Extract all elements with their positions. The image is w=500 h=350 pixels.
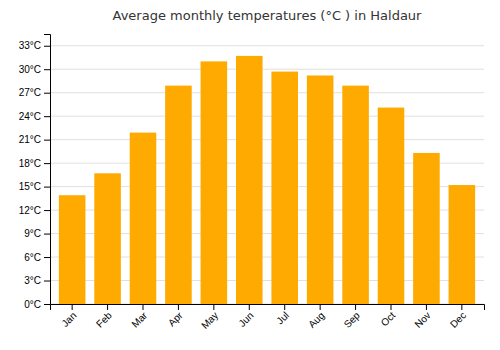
grid-line xyxy=(50,45,484,46)
tick: Mar xyxy=(129,304,149,330)
tick-label: 9°C xyxy=(24,228,41,239)
tick-label: Jul xyxy=(274,310,291,327)
tick-mark xyxy=(426,304,427,310)
tick-mark xyxy=(461,304,462,310)
axis-line xyxy=(44,35,51,305)
tick-mark xyxy=(44,140,50,141)
tick-mark xyxy=(284,304,285,310)
tick-label: 6°C xyxy=(24,252,41,263)
tick: 18°C xyxy=(19,158,50,169)
tick: 0°C xyxy=(24,299,50,310)
tick-label: Sep xyxy=(342,309,363,330)
bar xyxy=(59,195,86,304)
bar xyxy=(271,72,298,304)
grid-line xyxy=(50,92,484,93)
tick: Dec xyxy=(448,304,468,330)
grid-line xyxy=(50,116,484,117)
tick: 33°C xyxy=(19,40,50,51)
bar xyxy=(236,56,263,304)
bar xyxy=(449,185,476,304)
tick-label: Feb xyxy=(94,309,114,329)
bar xyxy=(94,173,121,304)
grid-line xyxy=(50,139,484,140)
tick-mark xyxy=(44,93,50,94)
tick-mark xyxy=(44,281,50,282)
tick-mark xyxy=(44,187,50,188)
tick-mark xyxy=(44,46,50,47)
tick-mark xyxy=(44,69,50,70)
tick: Jul xyxy=(274,304,291,326)
tick-mark xyxy=(44,257,50,258)
tick-label: 33°C xyxy=(19,40,41,51)
bar xyxy=(378,108,405,304)
tick-mark xyxy=(355,304,356,310)
tick-mark xyxy=(391,304,392,310)
grid xyxy=(50,46,484,304)
x-axis: Jan Feb Mar Apr May Jun Jul Aug Sep Oct Nov Dec xyxy=(51,304,485,331)
bar xyxy=(201,61,228,304)
tick-label: 24°C xyxy=(19,111,41,122)
tick-label: 30°C xyxy=(19,64,41,75)
tick-label: Aug xyxy=(306,310,326,330)
tick-mark xyxy=(44,210,50,211)
tick: 9°C xyxy=(24,228,50,239)
tick: Aug xyxy=(306,304,326,330)
title: Average monthly temperatures (°C ) in Ha… xyxy=(113,8,423,23)
tick-mark xyxy=(44,116,50,117)
tick: 27°C xyxy=(19,87,50,98)
bar xyxy=(130,133,157,304)
tick: 3°C xyxy=(24,275,50,286)
tick-label: Jun xyxy=(236,310,255,329)
tick-mark xyxy=(178,304,179,310)
tick-label: Apr xyxy=(166,309,185,328)
tick-label: 27°C xyxy=(19,87,41,98)
tick-mark xyxy=(213,304,214,310)
tick-label: Nov xyxy=(412,310,432,330)
tick-label: Jan xyxy=(59,310,78,329)
tick-label: 21°C xyxy=(19,134,41,145)
tick-mark xyxy=(44,234,50,235)
y-axis: 0°C 3°C 6°C 9°C 12°C 15°C 18°C 21°C 24°C 27°C 30°C… xyxy=(19,35,51,310)
tick-label: Oct xyxy=(379,310,398,329)
bar xyxy=(413,153,440,304)
tick: Sep xyxy=(342,304,363,330)
tick: May xyxy=(199,304,220,331)
tick: 12°C xyxy=(19,205,50,216)
tick-mark xyxy=(249,304,250,310)
tick-mark xyxy=(72,304,73,310)
tick-label: Mar xyxy=(129,309,149,329)
tick-mark xyxy=(320,304,321,310)
tick-label: 3°C xyxy=(24,275,41,286)
tick-label: 12°C xyxy=(19,205,41,216)
tick: Apr xyxy=(166,304,185,328)
tick-mark xyxy=(44,163,50,164)
tick: Jan xyxy=(59,304,78,329)
tick: 6°C xyxy=(24,252,50,263)
bar xyxy=(342,86,369,304)
tick: Feb xyxy=(94,304,114,330)
tick: Jun xyxy=(236,304,255,329)
tick: 15°C xyxy=(19,181,50,192)
tick-label: May xyxy=(199,310,220,331)
tick-label: 15°C xyxy=(19,181,41,192)
tick-mark xyxy=(44,304,50,305)
chart: 0°C 3°C 6°C 9°C 12°C 15°C 18°C 21°C 24°C 27°C 30°C… xyxy=(0,0,500,350)
tick: Nov xyxy=(412,304,432,330)
bar xyxy=(165,86,192,304)
tick: 30°C xyxy=(19,64,50,75)
tick-label: Dec xyxy=(448,310,468,330)
tick: 21°C xyxy=(19,134,50,145)
tick-label: 18°C xyxy=(19,158,41,169)
tick-mark xyxy=(107,304,108,310)
tick-label: 0°C xyxy=(24,299,41,310)
grid-line xyxy=(50,69,484,70)
plot: 0°C 3°C 6°C 9°C 12°C 15°C 18°C 21°C 24°C 27°C 30°C… xyxy=(19,35,485,331)
tick-mark xyxy=(143,304,144,310)
tick: Oct xyxy=(379,304,398,328)
tick: 24°C xyxy=(19,111,50,122)
axis-line xyxy=(51,305,485,311)
bar xyxy=(307,75,334,304)
bars xyxy=(59,56,475,304)
